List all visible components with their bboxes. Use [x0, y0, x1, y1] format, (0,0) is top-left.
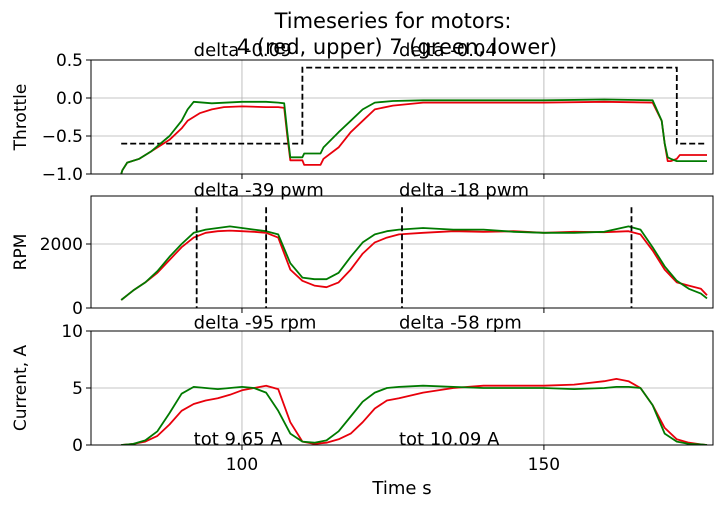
y-tick-label: −1.0	[42, 165, 83, 185]
panels: −1.0 −0.5 0.0 0.5 Throttle delta -0.09 delta -…	[11, 40, 714, 475]
y-tick-label: 0.0	[56, 89, 83, 109]
panel-rpm: 0 2000 RPM delta -39 pwm delta -18 pwm	[11, 180, 714, 319]
y-tick-label: −0.5	[42, 127, 83, 147]
y-tick-label: 0	[72, 299, 83, 319]
x-tick-label: 100	[226, 455, 258, 475]
panel-current: 0 5 10 Current, A delta -95 rpm delta -58 rpm…	[11, 313, 714, 456]
series-red-current	[121, 377, 708, 445]
axes-frame	[90, 195, 714, 309]
panel-throttle: −1.0 −0.5 0.0 0.5 Throttle delta -0.09 delta -…	[11, 40, 714, 185]
series-green-current	[121, 384, 708, 445]
chart-title-line2: 4 (red, upper) 7 (green, lower)	[237, 35, 557, 59]
plot-area-current	[121, 377, 708, 445]
chart-title-line1: Timeseries for motors:	[274, 9, 512, 33]
annotation: tot 9.65 A	[194, 429, 284, 450]
annotation: tot 10.09 A	[399, 429, 500, 450]
y-tick-label: 0	[72, 436, 83, 456]
annotation: delta -0.09	[194, 40, 292, 61]
series-green-throttle	[120, 98, 707, 174]
annotation: delta -39 pwm	[194, 180, 324, 201]
throttle-command-line	[121, 66, 707, 145]
y-tick-label: 5	[72, 379, 83, 399]
y-tick-label: 10	[61, 322, 83, 342]
annotation: delta -95 rpm	[194, 313, 317, 334]
x-tick-label: 150	[528, 455, 560, 475]
annotation: delta -0.04	[399, 40, 497, 61]
y-axis-label-throttle: Throttle	[11, 84, 31, 152]
axes-frame	[90, 59, 714, 175]
annotation: delta -18 pwm	[399, 180, 529, 201]
y-axis-label-rpm: RPM	[11, 234, 31, 271]
y-tick-label: 0.5	[56, 51, 83, 71]
plot-area-throttle	[120, 66, 707, 174]
series-green-rpm	[120, 225, 708, 301]
plot-area-rpm	[120, 225, 708, 301]
annotation: delta -58 rpm	[399, 313, 522, 334]
y-axis-label-current: Current, A	[11, 344, 31, 431]
x-axis-label: Time s	[371, 478, 431, 499]
series-red-rpm	[120, 229, 708, 301]
y-tick-label: 2000	[40, 235, 83, 255]
series-red-throttle	[120, 100, 707, 174]
